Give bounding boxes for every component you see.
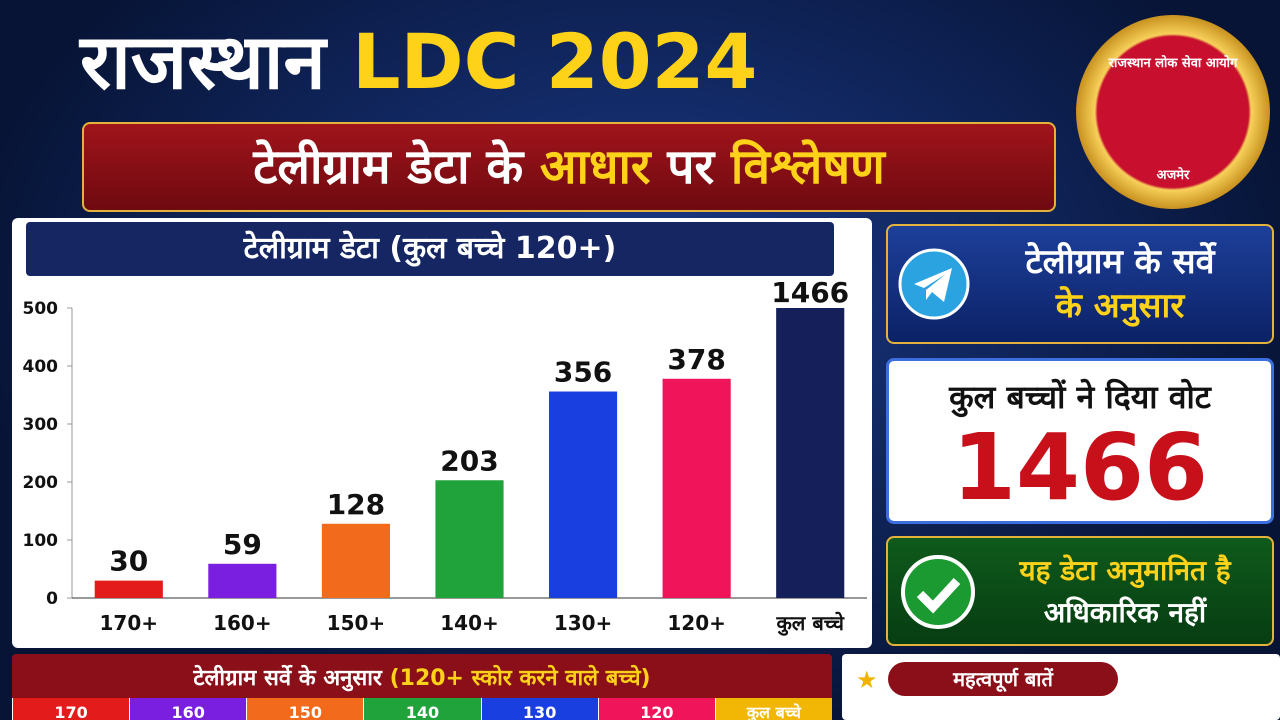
x-tick-label: 130+ xyxy=(554,611,613,635)
y-tick-label: 100 xyxy=(23,531,59,551)
note-box: यह डेटा अनुमानित है अधिकारिक नहीं xyxy=(886,536,1274,646)
bar xyxy=(662,378,731,598)
subtitle-part: पर xyxy=(667,139,715,195)
bar xyxy=(208,563,277,598)
chart-title-bar xyxy=(26,222,834,276)
logo: राजस्थान लोक सेवा आयोग अजमेर xyxy=(1076,15,1270,209)
table-title-highlight: (120+ स्कोर करने वाले बच्चे) xyxy=(389,666,651,691)
y-tick-label: 200 xyxy=(23,473,59,493)
y-tick-label: 0 xyxy=(46,589,58,609)
notes: महत्वपूर्ण बातें ★ xyxy=(842,654,1280,720)
votes-label: कुल बच्चों ने दिया वोट xyxy=(949,378,1211,416)
table-cell: 170 xyxy=(12,698,130,720)
x-tick-label: कुल बच्चे xyxy=(775,611,845,636)
chart-card: टेलीग्राम डेटा (कुल बच्चे 120+) 0 100 200 3… xyxy=(12,218,872,648)
table-cell: कुल बच्चे xyxy=(714,698,832,720)
x-tick-label: 170+ xyxy=(100,611,159,635)
data-label: 203 xyxy=(440,444,498,477)
x-tick-label: 120+ xyxy=(667,611,726,635)
bar xyxy=(321,523,390,598)
data-label: 128 xyxy=(327,488,385,521)
data-label: 1466 xyxy=(771,276,849,309)
subtitle-part: विश्लेषण xyxy=(730,139,885,195)
notes-title: महत्वपूर्ण बातें xyxy=(888,662,1118,696)
subtitle-part: टेलीग्राम डेटा के xyxy=(253,139,524,195)
logo-bottom: अजमेर xyxy=(1156,168,1190,183)
bar xyxy=(435,480,504,598)
headline: राजस्थान LDC 2024 xyxy=(80,8,757,111)
chart-title: टेलीग्राम डेटा (कुल बच्चे 120+) xyxy=(243,230,617,267)
x-tick-label: 160+ xyxy=(213,611,272,635)
data-label: 30 xyxy=(109,545,148,578)
table-cell: 120 xyxy=(597,698,715,720)
table-cell: 160 xyxy=(129,698,247,720)
table-title: टेलीग्राम सर्वे के अनुसार (120+ स्कोर कर… xyxy=(12,662,832,692)
star-icon: ★ xyxy=(856,666,878,694)
table-cell: 130 xyxy=(480,698,598,720)
title-main: राजस्थान xyxy=(80,17,326,106)
bar xyxy=(776,308,845,598)
telegram-icon xyxy=(898,248,970,320)
data-label: 59 xyxy=(223,528,262,561)
survey-line: के अनुसार xyxy=(1055,286,1185,326)
bar xyxy=(94,580,163,598)
title-exam: LDC 2024 xyxy=(352,17,758,106)
note-line: यह डेटा अनुमानित है xyxy=(1019,554,1231,587)
table: टेलीग्राम सर्वे के अनुसार (120+ स्कोर कर… xyxy=(12,654,832,720)
survey-line: टेलीग्राम के सर्वे xyxy=(1025,242,1215,282)
votes-value: 1466 xyxy=(951,414,1209,521)
chart: टेलीग्राम डेटा (कुल बच्चे 120+) 0 100 200 3… xyxy=(23,222,867,636)
votes-box: कुल बच्चों ने दिया वोट 1466 xyxy=(886,358,1274,524)
x-tick-label: 150+ xyxy=(327,611,386,635)
check-icon xyxy=(901,555,975,629)
y-tick-label: 500 xyxy=(23,299,59,319)
table-title-text: टेलीग्राम सर्वे के अनुसार xyxy=(193,666,382,691)
table-cell: 150 xyxy=(246,698,364,720)
subtitle: टेलीग्राम डेटा के आधार पर विश्लेषण xyxy=(82,122,1056,212)
x-tick-label: 140+ xyxy=(440,611,499,635)
y-tick-label: 300 xyxy=(23,415,59,435)
table-row: 170 160 150 140 130 120 कुल बच्चे xyxy=(12,698,832,720)
y-tick-label: 400 xyxy=(23,357,59,377)
note-line: अधिकारिक नहीं xyxy=(1043,596,1207,629)
table-cell: 140 xyxy=(363,698,481,720)
survey-box: टेलीग्राम के सर्वे के अनुसार xyxy=(886,224,1274,344)
bar xyxy=(549,391,618,598)
data-label: 378 xyxy=(667,343,725,376)
logo-top: राजस्थान लोक सेवा आयोग xyxy=(1108,56,1238,71)
subtitle-part: आधार xyxy=(539,139,651,195)
data-label: 356 xyxy=(554,356,612,389)
